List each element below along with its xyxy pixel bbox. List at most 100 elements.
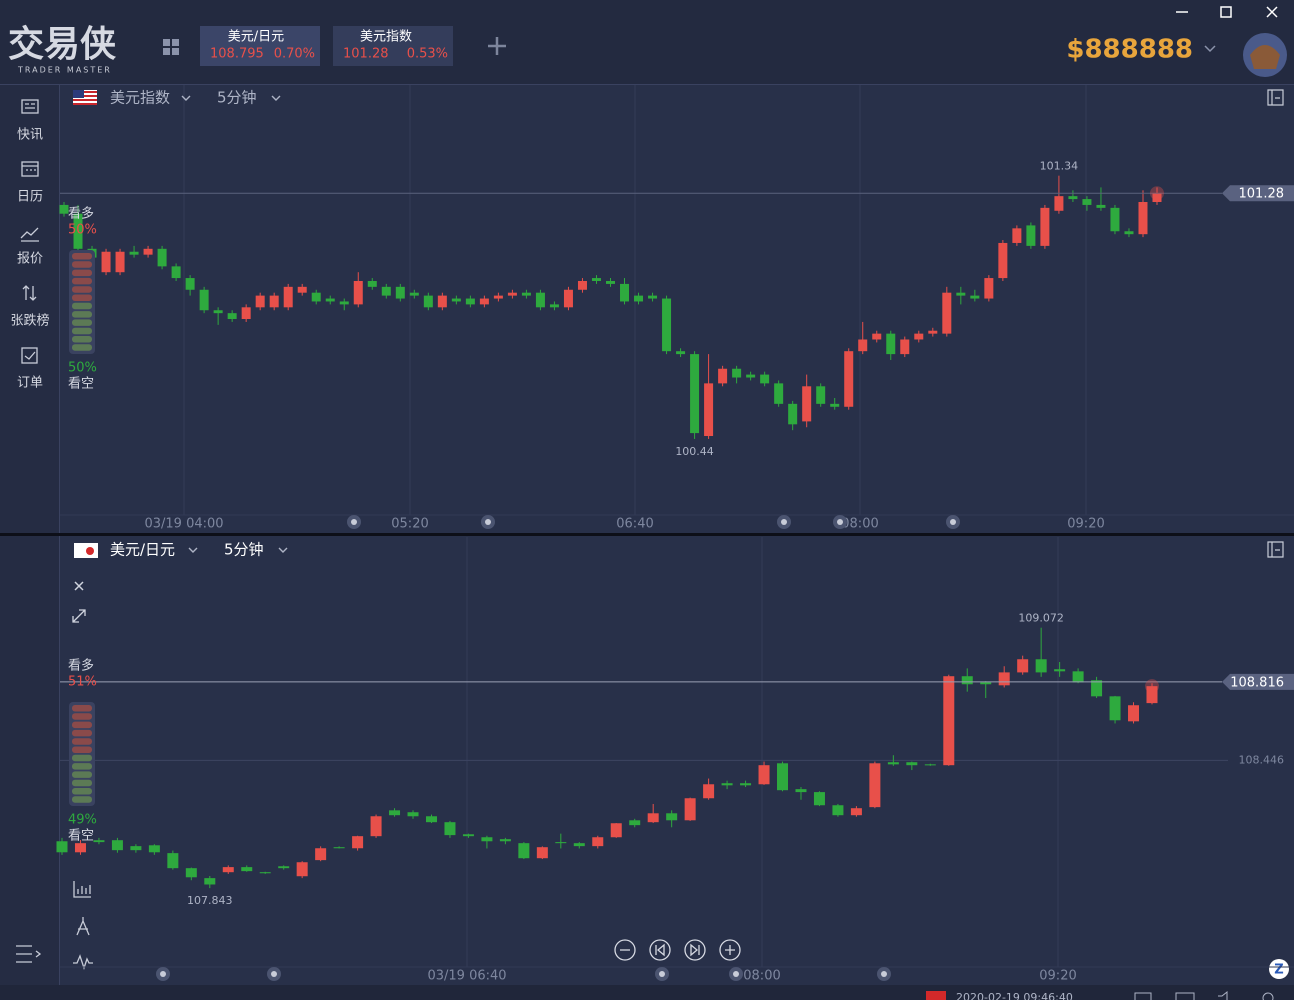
candle-body [129, 251, 139, 255]
candle-body [535, 292, 545, 308]
support-icon[interactable] [1269, 959, 1289, 979]
candle-body [199, 289, 209, 311]
candle-body [813, 792, 825, 806]
candle-body [555, 842, 567, 844]
logo: 交易侠 [8, 23, 117, 65]
flag-canton [73, 90, 84, 98]
sentiment-pill [72, 721, 92, 729]
candle-body [167, 853, 179, 869]
candle-body [1017, 659, 1029, 673]
candle-body [760, 374, 770, 384]
candle-body [1091, 680, 1103, 697]
candle-body [451, 298, 461, 302]
playback-controls[interactable] [614, 939, 741, 961]
candle-body [721, 783, 733, 786]
balance-dropdown[interactable] [1204, 45, 1216, 53]
close-button[interactable] [1266, 6, 1278, 18]
candle-body [499, 839, 511, 842]
add-tab[interactable] [488, 37, 506, 55]
sentiment-pill [72, 269, 92, 277]
candle-body [381, 286, 391, 296]
candle-body [1138, 202, 1148, 235]
status-time: 2020-02-19 09:46:40 [956, 991, 1073, 1000]
panel-settings[interactable] [1267, 89, 1284, 106]
candle-body [795, 789, 807, 793]
sidebar-label[interactable]: 快讯 [17, 128, 43, 143]
candle-body [367, 280, 377, 287]
expand-panel[interactable] [72, 609, 86, 623]
sentiment-pill [72, 763, 92, 770]
candle-body [204, 878, 216, 885]
candle-body [1109, 696, 1121, 721]
tab-name: 美元指数 [360, 30, 412, 45]
candle-body [444, 822, 456, 836]
sidebar-label[interactable]: 报价 [17, 252, 43, 267]
candle-body [278, 866, 290, 869]
candle-body [143, 248, 153, 255]
candle-body [315, 848, 327, 861]
candle-body [507, 292, 517, 296]
interval-dropdown[interactable] [278, 547, 288, 553]
sentiment-pill [72, 344, 92, 351]
sidebar-label[interactable]: 张跌榜 [10, 313, 49, 329]
bear-label: 看空 [68, 376, 94, 392]
sentiment-pill [72, 277, 92, 285]
chart-tools[interactable] [73, 881, 93, 971]
candle-body [130, 846, 142, 851]
candle-body [703, 784, 715, 799]
scroll-handle-dot [733, 971, 739, 977]
tab-change: 0.53% [407, 47, 448, 62]
candle-body [980, 682, 992, 685]
candle-body [718, 368, 728, 384]
tab[interactable] [333, 26, 453, 66]
current-price-label: 101.28 [1239, 187, 1285, 202]
symbol-dropdown[interactable] [181, 95, 191, 101]
candle-body [984, 278, 994, 299]
candle-body [479, 298, 489, 305]
candle-body [928, 330, 938, 334]
candle-body [666, 813, 678, 821]
sidebar-label[interactable]: 订单 [17, 376, 43, 391]
interval[interactable]: 5分钟 [217, 89, 257, 107]
sentiment-pill [72, 788, 92, 795]
candle-body [297, 286, 307, 293]
candle-body [93, 840, 105, 843]
candle-body [746, 374, 756, 378]
status-bar [0, 985, 1294, 1000]
candle-body [1035, 659, 1047, 673]
interval-dropdown[interactable] [271, 95, 281, 101]
candle-body [942, 292, 952, 334]
bear-label: 看空 [68, 828, 94, 844]
symbol-name[interactable]: 美元/日元 [110, 541, 175, 559]
panel-settings[interactable] [1267, 541, 1284, 558]
current-price-glow [1150, 186, 1164, 201]
candle-body [906, 762, 918, 766]
candle-body [620, 283, 630, 302]
candle-body [577, 280, 587, 290]
sidebar-label[interactable]: 日历 [17, 190, 43, 205]
candle-body [241, 307, 251, 320]
status-flag [926, 991, 946, 1000]
scroll-handle-dot [781, 519, 787, 525]
sentiment-pill [72, 729, 92, 737]
grid-menu-icon[interactable] [163, 39, 179, 55]
candle-body [1072, 671, 1084, 683]
scroll-handle-dot [881, 971, 887, 977]
candle-body [115, 251, 125, 273]
status-icons[interactable] [1134, 990, 1274, 1000]
tab-price: 108.795 [210, 47, 264, 62]
sentiment-pill [72, 261, 92, 268]
tab[interactable] [200, 26, 320, 66]
symbol-dropdown[interactable] [188, 547, 198, 553]
tab-price: 101.28 [343, 47, 389, 62]
current-price-label: 108.816 [1230, 675, 1284, 690]
y-tick-label: 108.446 [1239, 753, 1285, 766]
candle-body [887, 762, 899, 765]
maximize-button[interactable] [1220, 6, 1232, 18]
interval[interactable]: 5分钟 [224, 541, 264, 559]
close-panel[interactable] [74, 581, 84, 591]
candle-body [788, 403, 798, 425]
sentiment-pill [72, 779, 92, 787]
symbol-name[interactable]: 美元指数 [110, 89, 170, 107]
candle-body [185, 868, 197, 878]
